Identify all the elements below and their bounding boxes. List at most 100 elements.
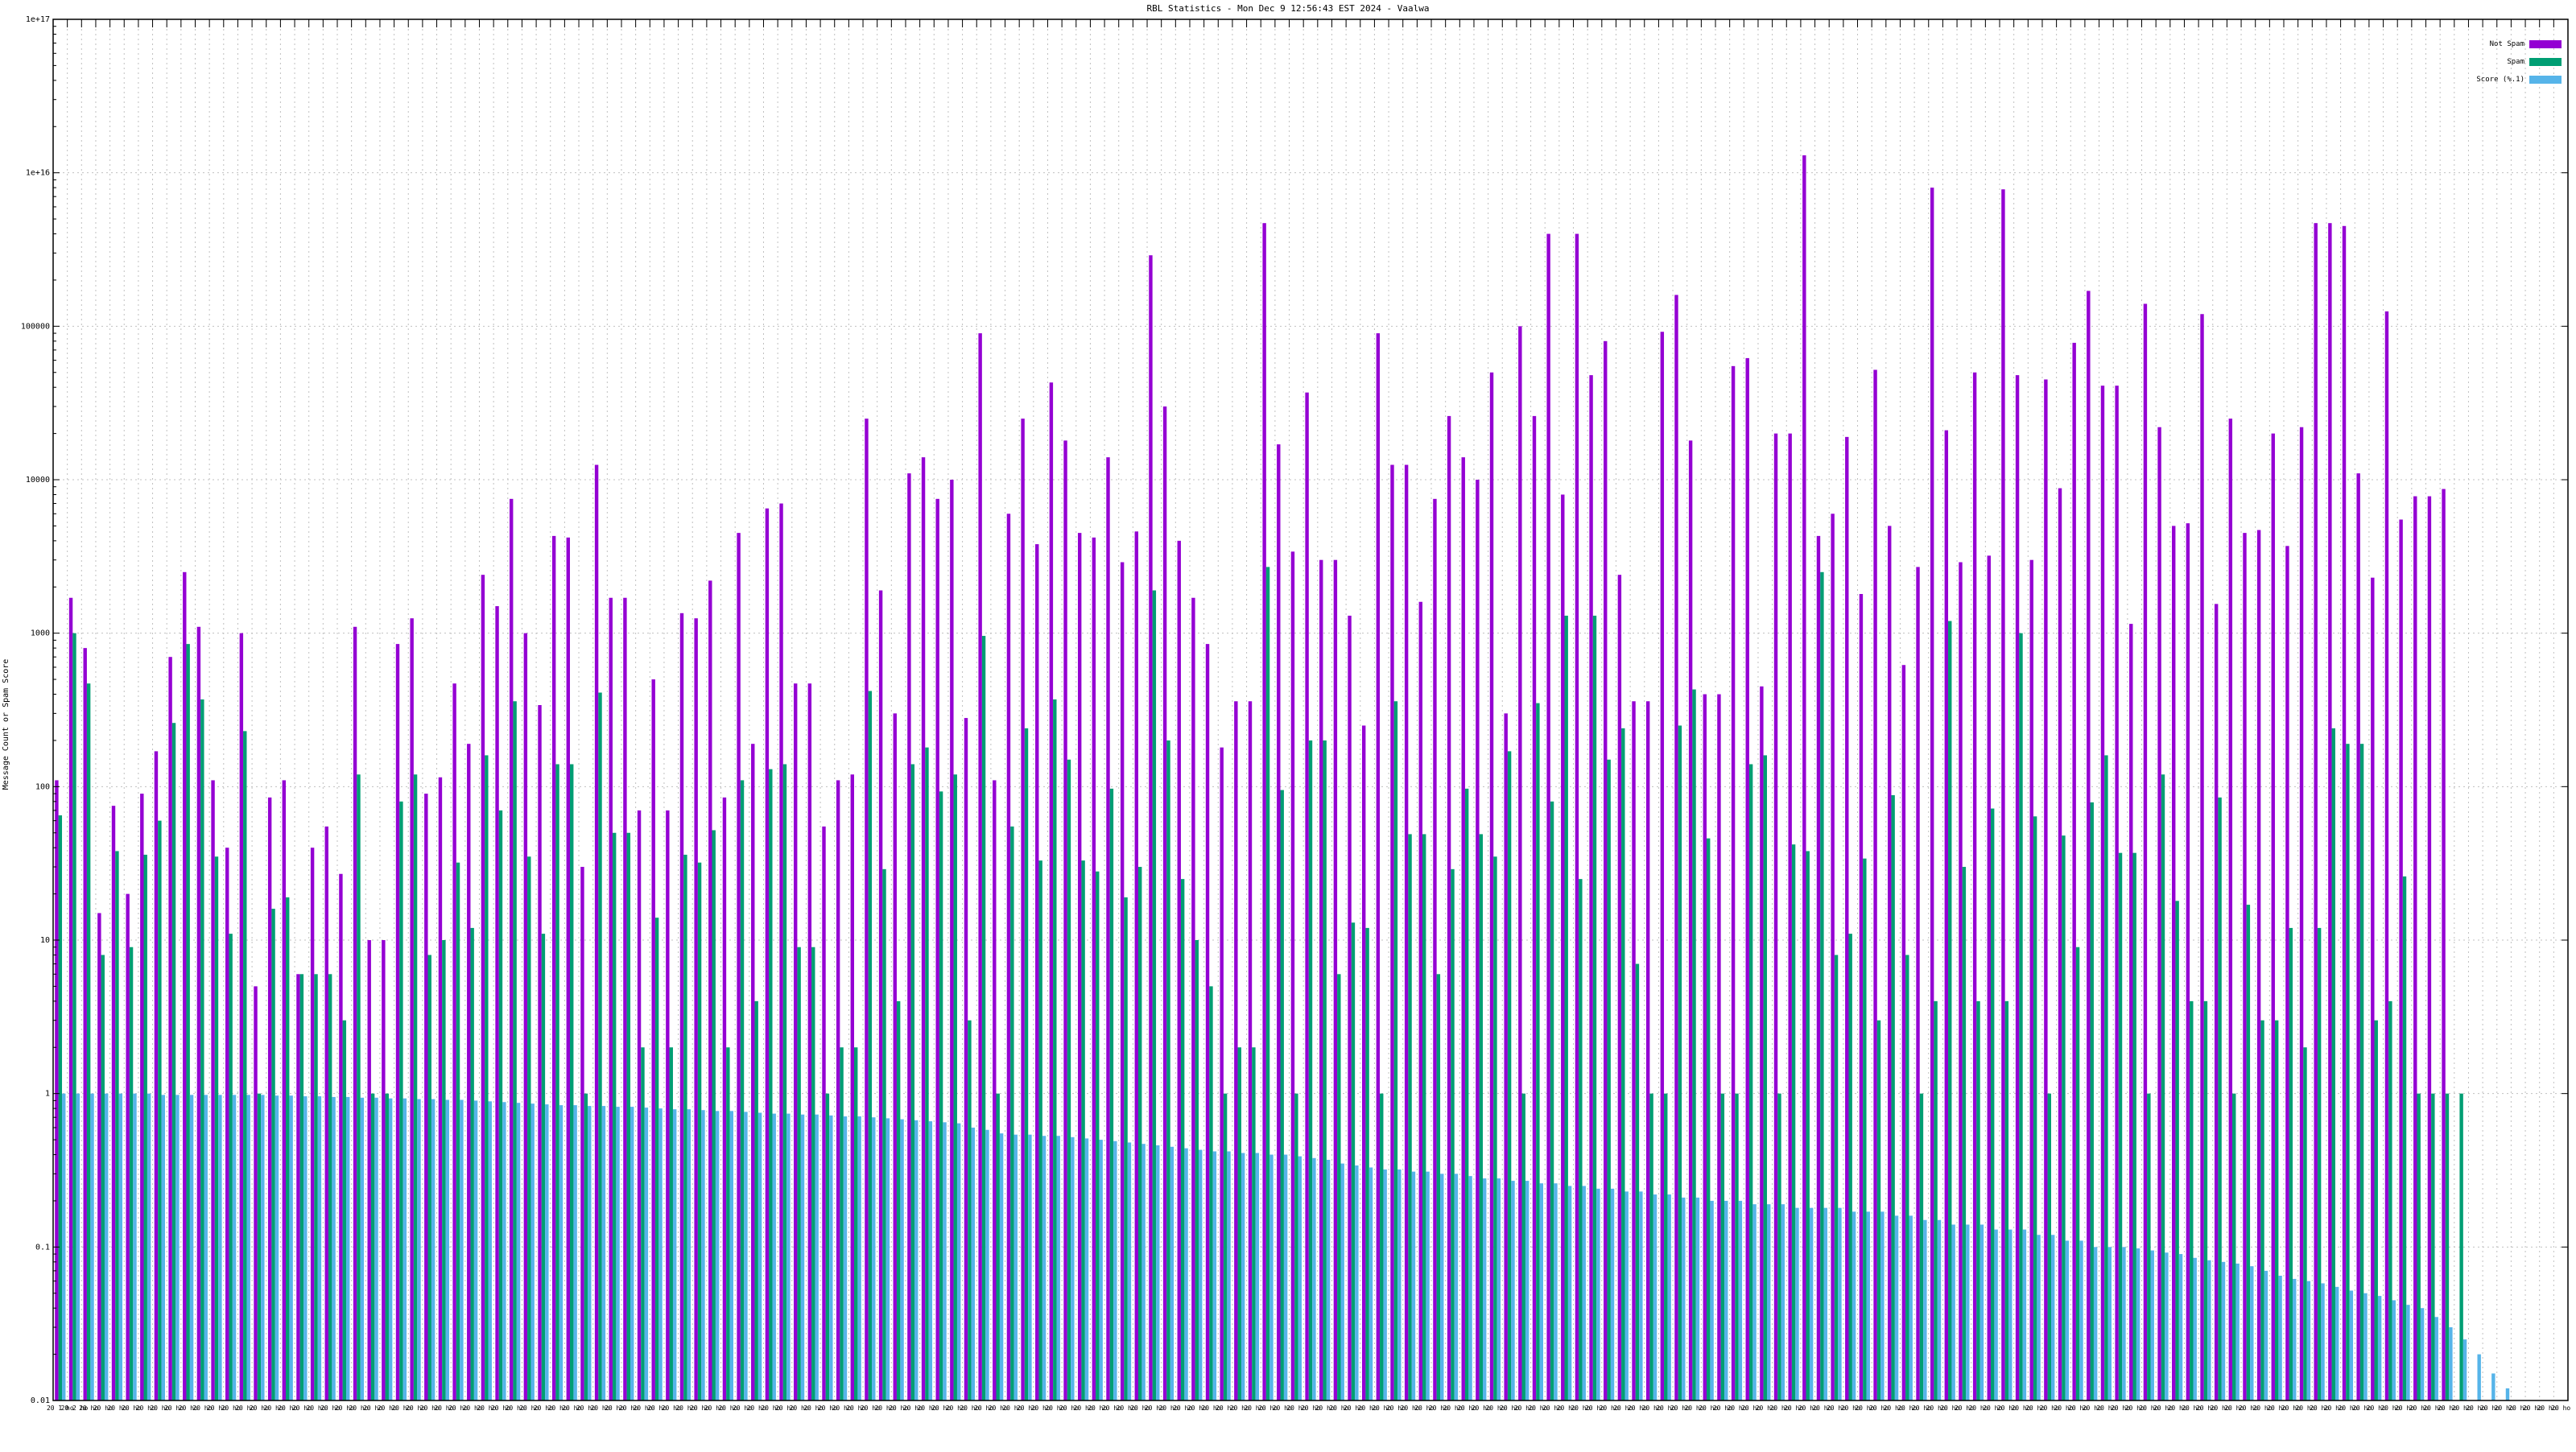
bar-spam [2019,633,2023,1400]
bar-spam [1564,615,1568,1400]
bar-not-spam [1546,233,1550,1401]
category-label: 20 ho [448,1405,468,1412]
bar-not-spam [1361,725,1366,1400]
bar-spam [314,974,318,1400]
bar-spam [697,862,702,1400]
bar-spam [101,955,105,1400]
bar-not-spam [623,597,627,1400]
bar-spam [2374,1020,2378,1400]
bar-score [1966,1224,1970,1400]
bar-not-spam [2072,342,2076,1401]
bar-not-spam [1404,464,1409,1400]
bar-not-spam [1262,223,1266,1401]
bar-score [1368,1167,1373,1400]
bar-score [2079,1240,2083,1400]
bar-score [644,1108,649,1400]
bar-spam [1607,759,1611,1400]
bar-not-spam [538,704,542,1400]
category-label: 20 ho [221,1405,241,1412]
bar-not-spam [921,457,926,1401]
category-label: 20 ho [633,1405,652,1412]
category-label: 20 ho [1315,1405,1335,1412]
bar-score [744,1112,748,1400]
category-label: 20 ho [2495,1405,2514,1412]
category-label: 20 ho [1017,1405,1036,1412]
bar-spam [1109,788,1114,1400]
bar-spam [726,1047,730,1400]
bar-spam [570,764,574,1400]
bar-not-spam [1191,597,1195,1400]
bar-not-spam [580,867,584,1400]
category-label: 20 ho [1983,1405,2002,1412]
category-label: 20 ho [647,1405,667,1412]
category-label: 20 ho [790,1405,809,1412]
bar-score [1156,1145,1160,1400]
bar-score [2065,1240,2070,1400]
category-label: 20 ho [1968,1405,1988,1412]
bar-score [360,1097,365,1400]
bar-not-spam [609,597,613,1400]
category-label: 20 ho [2480,1405,2500,1412]
bar-spam [2218,797,2222,1400]
bar-score [2050,1235,2055,1400]
bar-score [1511,1181,1515,1400]
bar-not-spam [694,618,698,1400]
category-label: 20 ho [1187,1405,1207,1412]
bar-score [1639,1191,1643,1400]
category-label: 20 ho [960,1405,979,1412]
bar-score [2491,1373,2496,1400]
category-label: 20 ho [690,1405,709,1412]
bar-not-spam [1162,406,1167,1401]
bar-spam [498,810,503,1400]
bar-score [2165,1252,2169,1400]
bar-spam [513,701,517,1400]
bar-not-spam [907,473,911,1400]
bar-spam [1137,867,1142,1400]
category-label: 20 ho [1713,1405,1732,1412]
bar-spam [1451,868,1455,1400]
bar-spam [1393,701,1398,1400]
bar-spam [186,644,190,1400]
bar-score [1084,1138,1089,1400]
bar-score [303,1096,308,1400]
bar-spam [1265,567,1270,1401]
bar-score [161,1095,165,1400]
bar-spam [1863,858,1867,1400]
bar-spam [2346,744,2350,1400]
bar-score [76,1093,80,1400]
bar-score [1326,1159,1331,1400]
bar-score [1028,1134,1032,1400]
bar-score [1610,1188,1615,1400]
bar-score [687,1109,691,1400]
category-label: 20 ho [931,1405,951,1412]
bar-spam [1408,834,1412,1400]
category-label: 20 ho [1102,1405,1121,1412]
bar-not-spam [1916,567,1920,1401]
bar-spam [1976,1000,1980,1400]
bar-not-spam [679,613,684,1400]
bar-not-spam [1660,332,1665,1400]
bar-score [1483,1178,1487,1400]
category-label: 20 ho [775,1405,795,1412]
legend-swatch [2529,76,2562,84]
bar-not-spam [2371,577,2375,1400]
bar-spam [1124,897,1128,1400]
bar-not-spam [2172,526,2176,1400]
category-label: 20 ho [1656,1405,1675,1412]
bar-spam [2033,816,2037,1400]
category-label: 20 ho [378,1405,397,1412]
category-label: 20 ho [1769,1405,1789,1412]
bar-not-spam [1504,713,1508,1400]
category-label: 20 ho [1741,1405,1761,1412]
bar-spam [1252,1047,1256,1400]
bar-spam [342,1020,347,1400]
category-label: 20 ho [1884,1405,1903,1412]
bar-score [1596,1188,1600,1400]
bar-score [971,1127,976,1400]
bar-score [914,1120,919,1400]
bar-score [189,1095,194,1400]
bar-score [2462,1339,2467,1400]
bar-spam [456,862,460,1400]
category-label: 20 ho [803,1405,823,1412]
category-label: 20 ho [406,1405,425,1412]
